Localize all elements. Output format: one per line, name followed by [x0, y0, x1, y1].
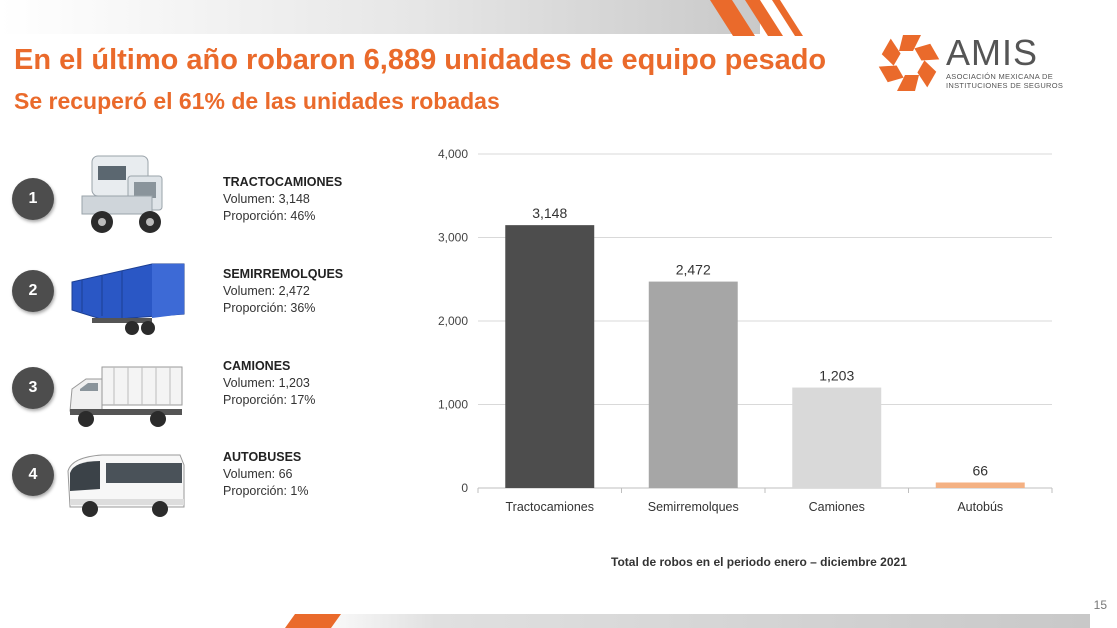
bottom-decorative-bar: [0, 614, 1090, 628]
page-title: En el último año robaron 6,889 unidades …: [14, 44, 827, 76]
item-share: Proporción: 36%: [223, 301, 316, 315]
semitrailer-icon: [71, 263, 185, 335]
vehicle-item-autobuses: 4 AUTOBUSES Volumen: 66 Proporción: 1%: [0, 437, 380, 517]
item-volume: Volumen: 2,472: [223, 284, 310, 298]
item-info: TRACTOCAMIONES Volumen: 3,148 Proporción…: [223, 174, 342, 225]
item-info: SEMIRREMOLQUES Volumen: 2,472 Proporción…: [223, 266, 343, 317]
amis-logo: AMIS ASOCIACIÓN MEXICANA DE INSTITUCIONE…: [878, 32, 1068, 94]
top-decorative-bar: [0, 0, 760, 34]
item-name: CAMIONES: [223, 359, 291, 373]
vehicle-item-tractocamiones: 1 TRACTOCAMIONES Volumen: 3,148 Proporci…: [0, 148, 380, 233]
vehicle-item-camiones: 3 CAMIONES Volumen: 1,203 Proporción: 17…: [0, 345, 380, 427]
bar: [935, 482, 1025, 488]
vehicle-item-semirremolques: 2 SEMIRREMOLQUES Volumen: 2,472 Proporci…: [0, 250, 380, 335]
bar: [792, 387, 882, 488]
item-name: TRACTOCAMIONES: [223, 175, 343, 189]
page-number: 15: [1093, 598, 1107, 612]
data-label: 2,472: [676, 262, 711, 278]
top-stripes-decoration: [710, 0, 803, 36]
data-label: 66: [972, 462, 988, 478]
y-tick-label: 4,000: [438, 147, 468, 161]
item-volume: Volumen: 1,203: [223, 376, 310, 390]
data-label: 3,148: [532, 205, 567, 221]
bus-icon: [67, 454, 185, 517]
logo-subtitle-line1: ASOCIACIÓN MEXICANA DE: [946, 72, 1054, 81]
bar: [648, 281, 738, 488]
item-name: SEMIRREMOLQUES: [223, 267, 344, 281]
y-tick-label: 0: [461, 481, 468, 495]
item-number-badge: 1: [12, 178, 54, 220]
tractor-truck-icon: [81, 155, 163, 233]
item-number-badge: 2: [12, 270, 54, 312]
item-volume: Volumen: 3,148: [223, 192, 310, 206]
item-volume: Volumen: 66: [223, 467, 293, 481]
bottom-accent-stripe: [285, 614, 341, 628]
chart-caption: Total de robos en el periodo enero – dic…: [611, 555, 907, 569]
item-number-badge: 4: [12, 454, 54, 496]
x-tick-label: Camiones: [809, 500, 865, 514]
data-label: 1,203: [819, 368, 854, 384]
logo-name: AMIS: [946, 32, 1039, 73]
item-share: Proporción: 46%: [223, 209, 316, 223]
item-share: Proporción: 1%: [223, 484, 309, 498]
amis-logo-icon: [878, 35, 940, 91]
y-tick-label: 2,000: [438, 314, 468, 328]
x-tick-label: Semirremolques: [648, 500, 739, 514]
item-name: AUTOBUSES: [223, 450, 302, 464]
x-tick-label: Tractocamiones: [506, 500, 594, 514]
page-subtitle: Se recuperó el 61% de las unidades robad…: [14, 88, 500, 114]
logo-subtitle-line2: INSTITUCIONES DE SEGUROS: [946, 81, 1064, 90]
x-tick-label: Autobús: [957, 500, 1003, 514]
truck-icon: [69, 366, 183, 427]
item-number-badge: 3: [12, 367, 54, 409]
bar-chart: 0 1,000 2,000 3,000 4,000 3,148 Tractocamiones…: [438, 147, 1053, 514]
y-tick-label: 1,000: [438, 398, 468, 412]
item-info: CAMIONES Volumen: 1,203 Proporción: 17%: [223, 358, 315, 409]
item-share: Proporción: 17%: [223, 393, 316, 407]
bar: [505, 225, 595, 488]
item-info: AUTOBUSES Volumen: 66 Proporción: 1%: [223, 449, 308, 500]
y-tick-label: 3,000: [438, 231, 468, 245]
